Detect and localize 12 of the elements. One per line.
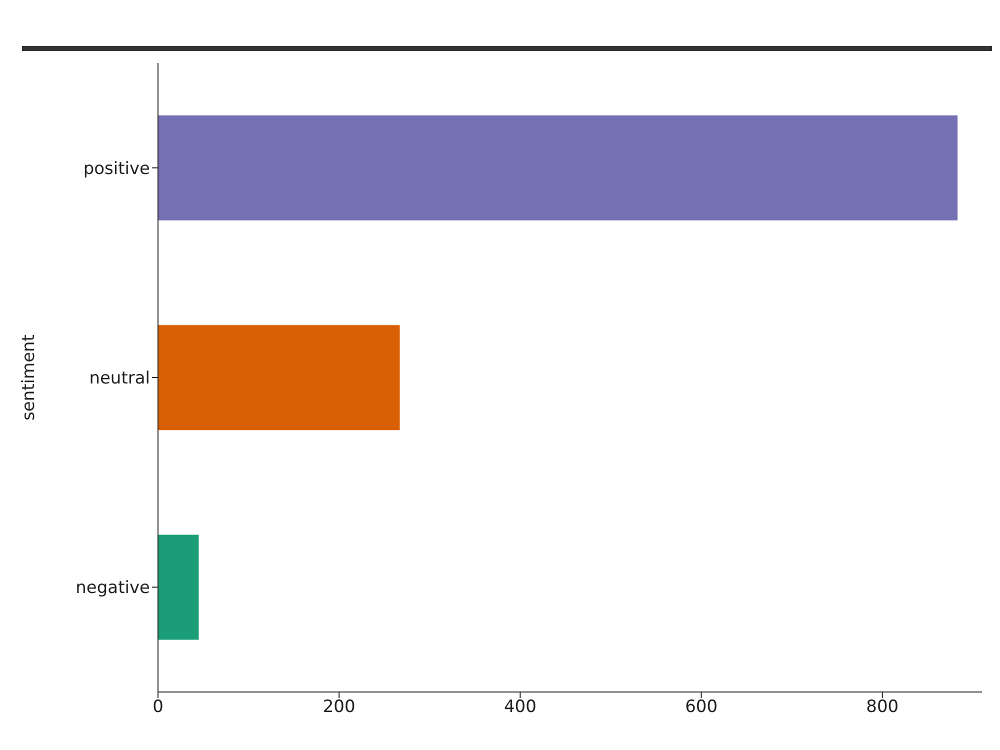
y-tick-label: positive: [83, 158, 150, 179]
x-tick-label: 200: [322, 697, 356, 718]
bar: [158, 325, 400, 430]
x-tick-label: 800: [866, 697, 899, 718]
bar: [158, 534, 199, 640]
bar: [158, 115, 958, 220]
y-tick-label: neutral: [89, 368, 150, 389]
x-tick-label: 400: [504, 697, 536, 718]
x-tick-label: 600: [685, 697, 718, 718]
y-axis-title: sentiment: [19, 334, 40, 420]
x-tick-label: 0: [152, 697, 164, 718]
y-tick-label: negative: [76, 578, 150, 598]
